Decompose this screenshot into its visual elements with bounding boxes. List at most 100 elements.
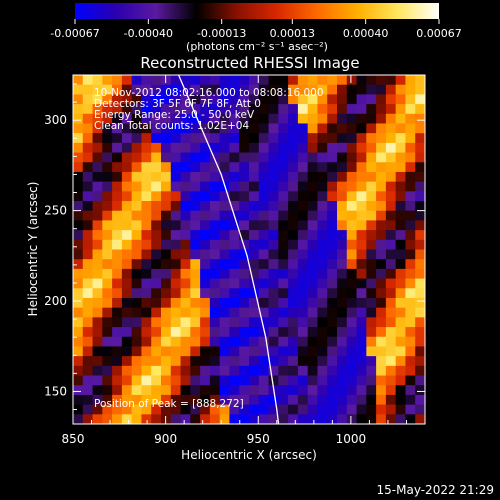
- heatmap-cell: [327, 297, 338, 309]
- heatmap-cell: [288, 259, 299, 270]
- heatmap-cell: [73, 365, 84, 377]
- heatmap-cell: [239, 133, 250, 144]
- heatmap-cell: [190, 201, 201, 212]
- heatmap-cell: [307, 84, 319, 95]
- heatmap-cell: [307, 181, 319, 192]
- heatmap-cell: [268, 123, 279, 134]
- heatmap-cell: [346, 249, 358, 260]
- heatmap-cell: [92, 133, 103, 144]
- heatmap-cell: [258, 142, 270, 154]
- heatmap-cell: [209, 230, 221, 241]
- heatmap-cell: [376, 239, 387, 251]
- heatmap-cell: [161, 94, 172, 105]
- heatmap-cell: [180, 249, 191, 260]
- heatmap-cell: [415, 220, 425, 231]
- heatmap-cell: [73, 375, 84, 386]
- heatmap-cell: [229, 278, 240, 289]
- heatmap-cell: [170, 394, 182, 406]
- heatmap-cell: [415, 142, 425, 154]
- heatmap-cell: [337, 133, 348, 144]
- heatmap-cell: [239, 84, 250, 95]
- heatmap-cell: [141, 404, 152, 415]
- heatmap-cell: [356, 327, 367, 338]
- heatmap-cell: [405, 191, 416, 202]
- heatmap-cell: [395, 191, 407, 202]
- heatmap-cell: [288, 142, 299, 154]
- heatmap-cell: [395, 220, 407, 231]
- heatmap-cell: [121, 113, 133, 125]
- heatmap-cell: [219, 191, 231, 202]
- heatmap-cell: [170, 346, 182, 357]
- heatmap-cell: [405, 201, 416, 212]
- heatmap-cell: [405, 404, 416, 415]
- heatmap-cell: [102, 336, 113, 348]
- heatmap-cell: [317, 94, 328, 105]
- heatmap-cell: [112, 142, 123, 154]
- heatmap-cell: [249, 152, 260, 163]
- heatmap-cell: [317, 278, 328, 289]
- heatmap-cell: [82, 259, 94, 270]
- heatmap-cell: [366, 220, 377, 231]
- heatmap-cell: [278, 84, 289, 95]
- heatmap-cell: [131, 346, 143, 357]
- heatmap-cell: [151, 133, 162, 144]
- heatmap-cell: [288, 191, 299, 202]
- heatmap-cell: [385, 133, 397, 144]
- heatmap-cell: [112, 171, 123, 183]
- heatmap-cell: [278, 414, 289, 424]
- heatmap-cell: [356, 142, 367, 154]
- heatmap-cell: [112, 404, 123, 415]
- heatmap-cell: [337, 346, 348, 357]
- heatmap-cell: [415, 404, 425, 415]
- heatmap-cell: [180, 317, 191, 328]
- heatmap-cell: [131, 317, 143, 328]
- heatmap-cell: [141, 278, 152, 289]
- heatmap-cell: [346, 346, 358, 357]
- heatmap-cell: [151, 346, 162, 357]
- heatmap-cell: [73, 210, 84, 222]
- heatmap-cell: [317, 327, 328, 338]
- heatmap-cell: [249, 201, 260, 212]
- heatmap-cell: [356, 297, 367, 309]
- heatmap-cell: [327, 268, 338, 280]
- heatmap-cell: [356, 404, 367, 415]
- heatmap-cell: [73, 162, 84, 173]
- heatmap-cell: [170, 220, 182, 231]
- heatmap-cell: [170, 75, 182, 86]
- heatmap-cell: [317, 75, 328, 86]
- heatmap-cell: [151, 94, 162, 105]
- heatmap-cell: [395, 84, 407, 95]
- heatmap-cell: [356, 394, 367, 406]
- heatmap-cell: [209, 268, 221, 280]
- heatmap-cell: [268, 94, 279, 105]
- heatmap-cell: [337, 297, 348, 309]
- heatmap-cell: [141, 113, 152, 125]
- heatmap-cell: [170, 249, 182, 260]
- heatmap-cell: [297, 394, 309, 406]
- heatmap-cell: [288, 288, 299, 299]
- heatmap-cell: [356, 152, 367, 163]
- heatmap-cell: [288, 230, 299, 241]
- heatmap-cell: [92, 288, 103, 299]
- heatmap-cell: [337, 356, 348, 367]
- heatmap-cell: [82, 113, 94, 125]
- heatmap-cell: [82, 346, 94, 357]
- heatmap-cell: [327, 220, 338, 231]
- heatmap-cell: [200, 375, 211, 386]
- heatmap-cell: [102, 288, 113, 299]
- heatmap-cell: [395, 404, 407, 415]
- heatmap-cell: [366, 394, 377, 406]
- heatmap-cell: [376, 162, 387, 173]
- heatmap-cell: [278, 307, 289, 318]
- heatmap-cell: [317, 142, 328, 154]
- heatmap-cell: [395, 152, 407, 163]
- heatmap-cell: [121, 375, 133, 386]
- heatmap-cell: [297, 259, 309, 270]
- heatmap-cell: [415, 181, 425, 192]
- heatmap-cell: [180, 152, 191, 163]
- x-tick-label: 900: [154, 432, 177, 446]
- heatmap-cell: [385, 181, 397, 192]
- heatmap-cell: [239, 297, 250, 309]
- heatmap-cell: [395, 201, 407, 212]
- heatmap-cell: [219, 259, 231, 270]
